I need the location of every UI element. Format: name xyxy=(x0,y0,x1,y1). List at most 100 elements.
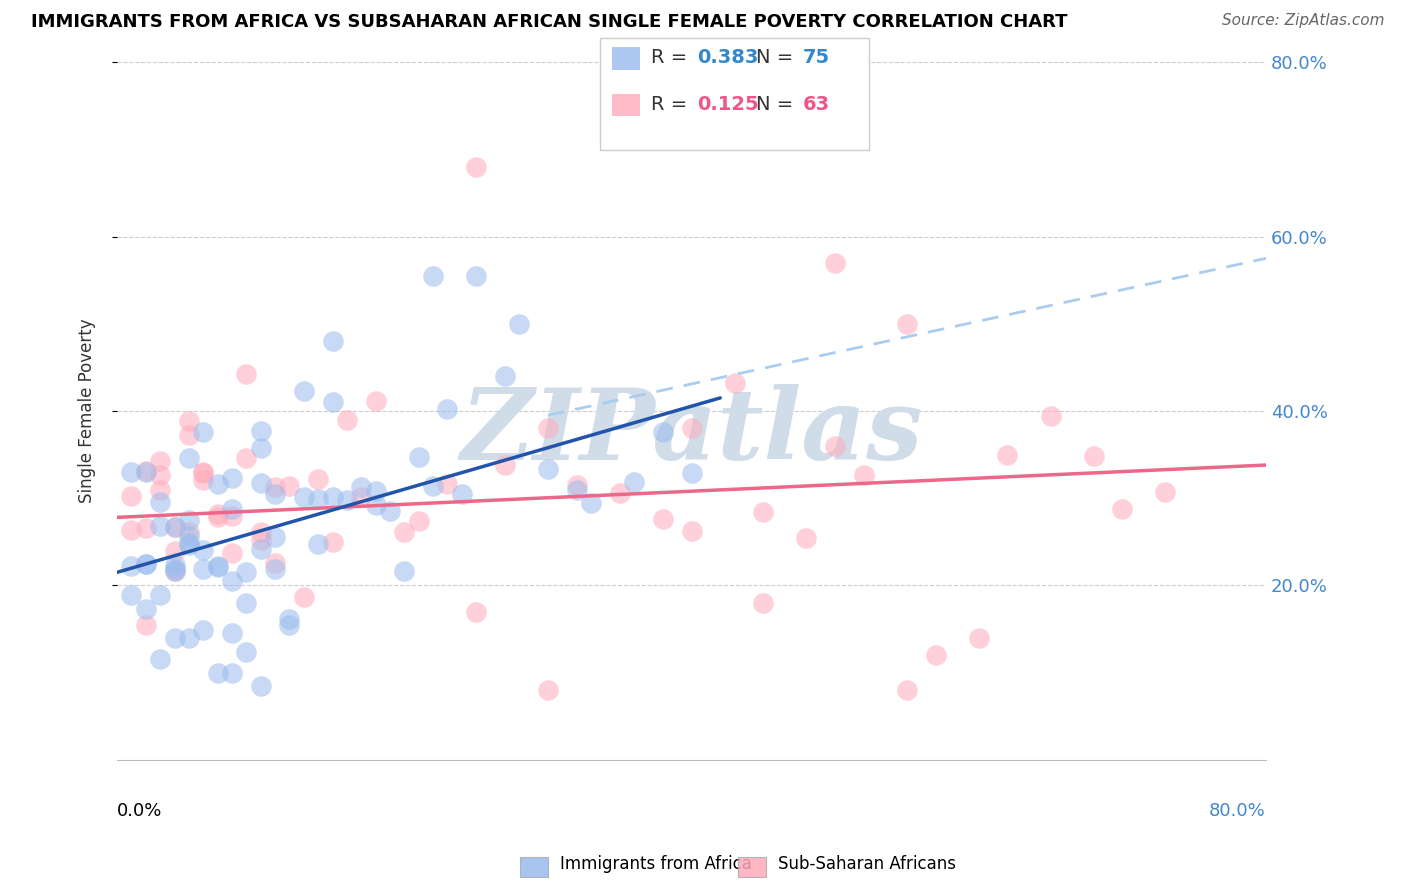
Point xyxy=(149,588,172,602)
Point xyxy=(193,543,215,558)
Point xyxy=(565,483,588,497)
Point xyxy=(565,478,588,492)
Point xyxy=(177,450,200,465)
Point xyxy=(537,462,560,476)
Text: R =: R = xyxy=(651,48,693,67)
Point xyxy=(408,514,430,528)
Point xyxy=(149,495,172,509)
Point xyxy=(221,501,243,516)
Point xyxy=(322,394,344,409)
Point xyxy=(221,665,243,680)
Point xyxy=(121,490,143,504)
Point xyxy=(235,451,257,466)
Point xyxy=(307,491,329,506)
Point xyxy=(924,648,946,662)
Y-axis label: Single Female Poverty: Single Female Poverty xyxy=(79,318,96,503)
Point xyxy=(249,542,271,557)
Point xyxy=(177,513,200,527)
Point xyxy=(436,477,458,491)
Point xyxy=(723,376,745,390)
Point xyxy=(264,562,287,576)
Point xyxy=(336,413,359,427)
Point xyxy=(163,544,186,558)
Point xyxy=(235,367,257,381)
Point xyxy=(408,450,430,464)
Point xyxy=(235,566,257,580)
Point xyxy=(249,524,271,539)
Point xyxy=(163,562,186,576)
Point xyxy=(163,520,186,534)
Point xyxy=(1111,502,1133,516)
Point xyxy=(364,393,387,408)
Point xyxy=(135,557,157,571)
Point xyxy=(249,476,271,491)
Point xyxy=(163,631,186,645)
Point xyxy=(135,617,157,632)
Point xyxy=(207,665,229,680)
Point xyxy=(177,525,200,540)
Point xyxy=(163,564,186,578)
Point xyxy=(651,425,673,439)
Text: N =: N = xyxy=(756,48,800,67)
Point xyxy=(221,471,243,485)
Point xyxy=(852,468,875,483)
Text: N =: N = xyxy=(756,95,800,113)
Point xyxy=(235,645,257,659)
Point xyxy=(193,465,215,479)
Point xyxy=(364,498,387,512)
Point xyxy=(292,384,315,398)
Text: 63: 63 xyxy=(803,95,830,113)
Point xyxy=(135,601,157,615)
Point xyxy=(465,268,488,283)
Point xyxy=(752,596,775,610)
Point xyxy=(623,475,645,490)
Point xyxy=(207,507,229,521)
Point xyxy=(997,448,1019,462)
Point xyxy=(651,512,673,526)
Point xyxy=(135,465,157,479)
Point xyxy=(796,531,818,545)
Point xyxy=(264,487,287,501)
Point xyxy=(681,524,703,538)
Point xyxy=(135,521,157,535)
Text: 0.0%: 0.0% xyxy=(117,802,163,820)
Point xyxy=(249,441,271,455)
Point xyxy=(681,466,703,480)
Point xyxy=(350,480,373,494)
Point xyxy=(537,683,560,698)
Point xyxy=(422,479,444,493)
Point xyxy=(221,546,243,560)
Point xyxy=(752,505,775,519)
Point xyxy=(322,334,344,349)
Text: Sub-Saharan Africans: Sub-Saharan Africans xyxy=(778,855,956,873)
Text: R =: R = xyxy=(651,95,693,113)
Point xyxy=(121,466,143,480)
Point xyxy=(177,428,200,442)
Point xyxy=(824,256,846,270)
Point xyxy=(292,590,315,604)
Point xyxy=(824,439,846,453)
Point xyxy=(307,537,329,551)
Point xyxy=(264,480,287,494)
Point xyxy=(121,588,143,602)
Point xyxy=(494,369,516,384)
Point xyxy=(494,458,516,472)
Text: 0.383: 0.383 xyxy=(697,48,759,67)
Point xyxy=(135,557,157,571)
Point xyxy=(436,402,458,417)
Point xyxy=(896,683,918,698)
Point xyxy=(149,652,172,666)
Text: ZIPatlas: ZIPatlas xyxy=(460,384,922,480)
Point xyxy=(193,466,215,480)
Point xyxy=(177,529,200,543)
Text: IMMIGRANTS FROM AFRICA VS SUBSAHARAN AFRICAN SINGLE FEMALE POVERTY CORRELATION C: IMMIGRANTS FROM AFRICA VS SUBSAHARAN AFR… xyxy=(31,13,1067,31)
Text: 75: 75 xyxy=(803,48,830,67)
Text: 80.0%: 80.0% xyxy=(1209,802,1265,820)
Point xyxy=(350,490,373,504)
Point xyxy=(193,425,215,440)
Point xyxy=(896,317,918,331)
Point xyxy=(163,558,186,573)
Point xyxy=(264,530,287,544)
Point xyxy=(278,617,301,632)
Point xyxy=(307,471,329,485)
